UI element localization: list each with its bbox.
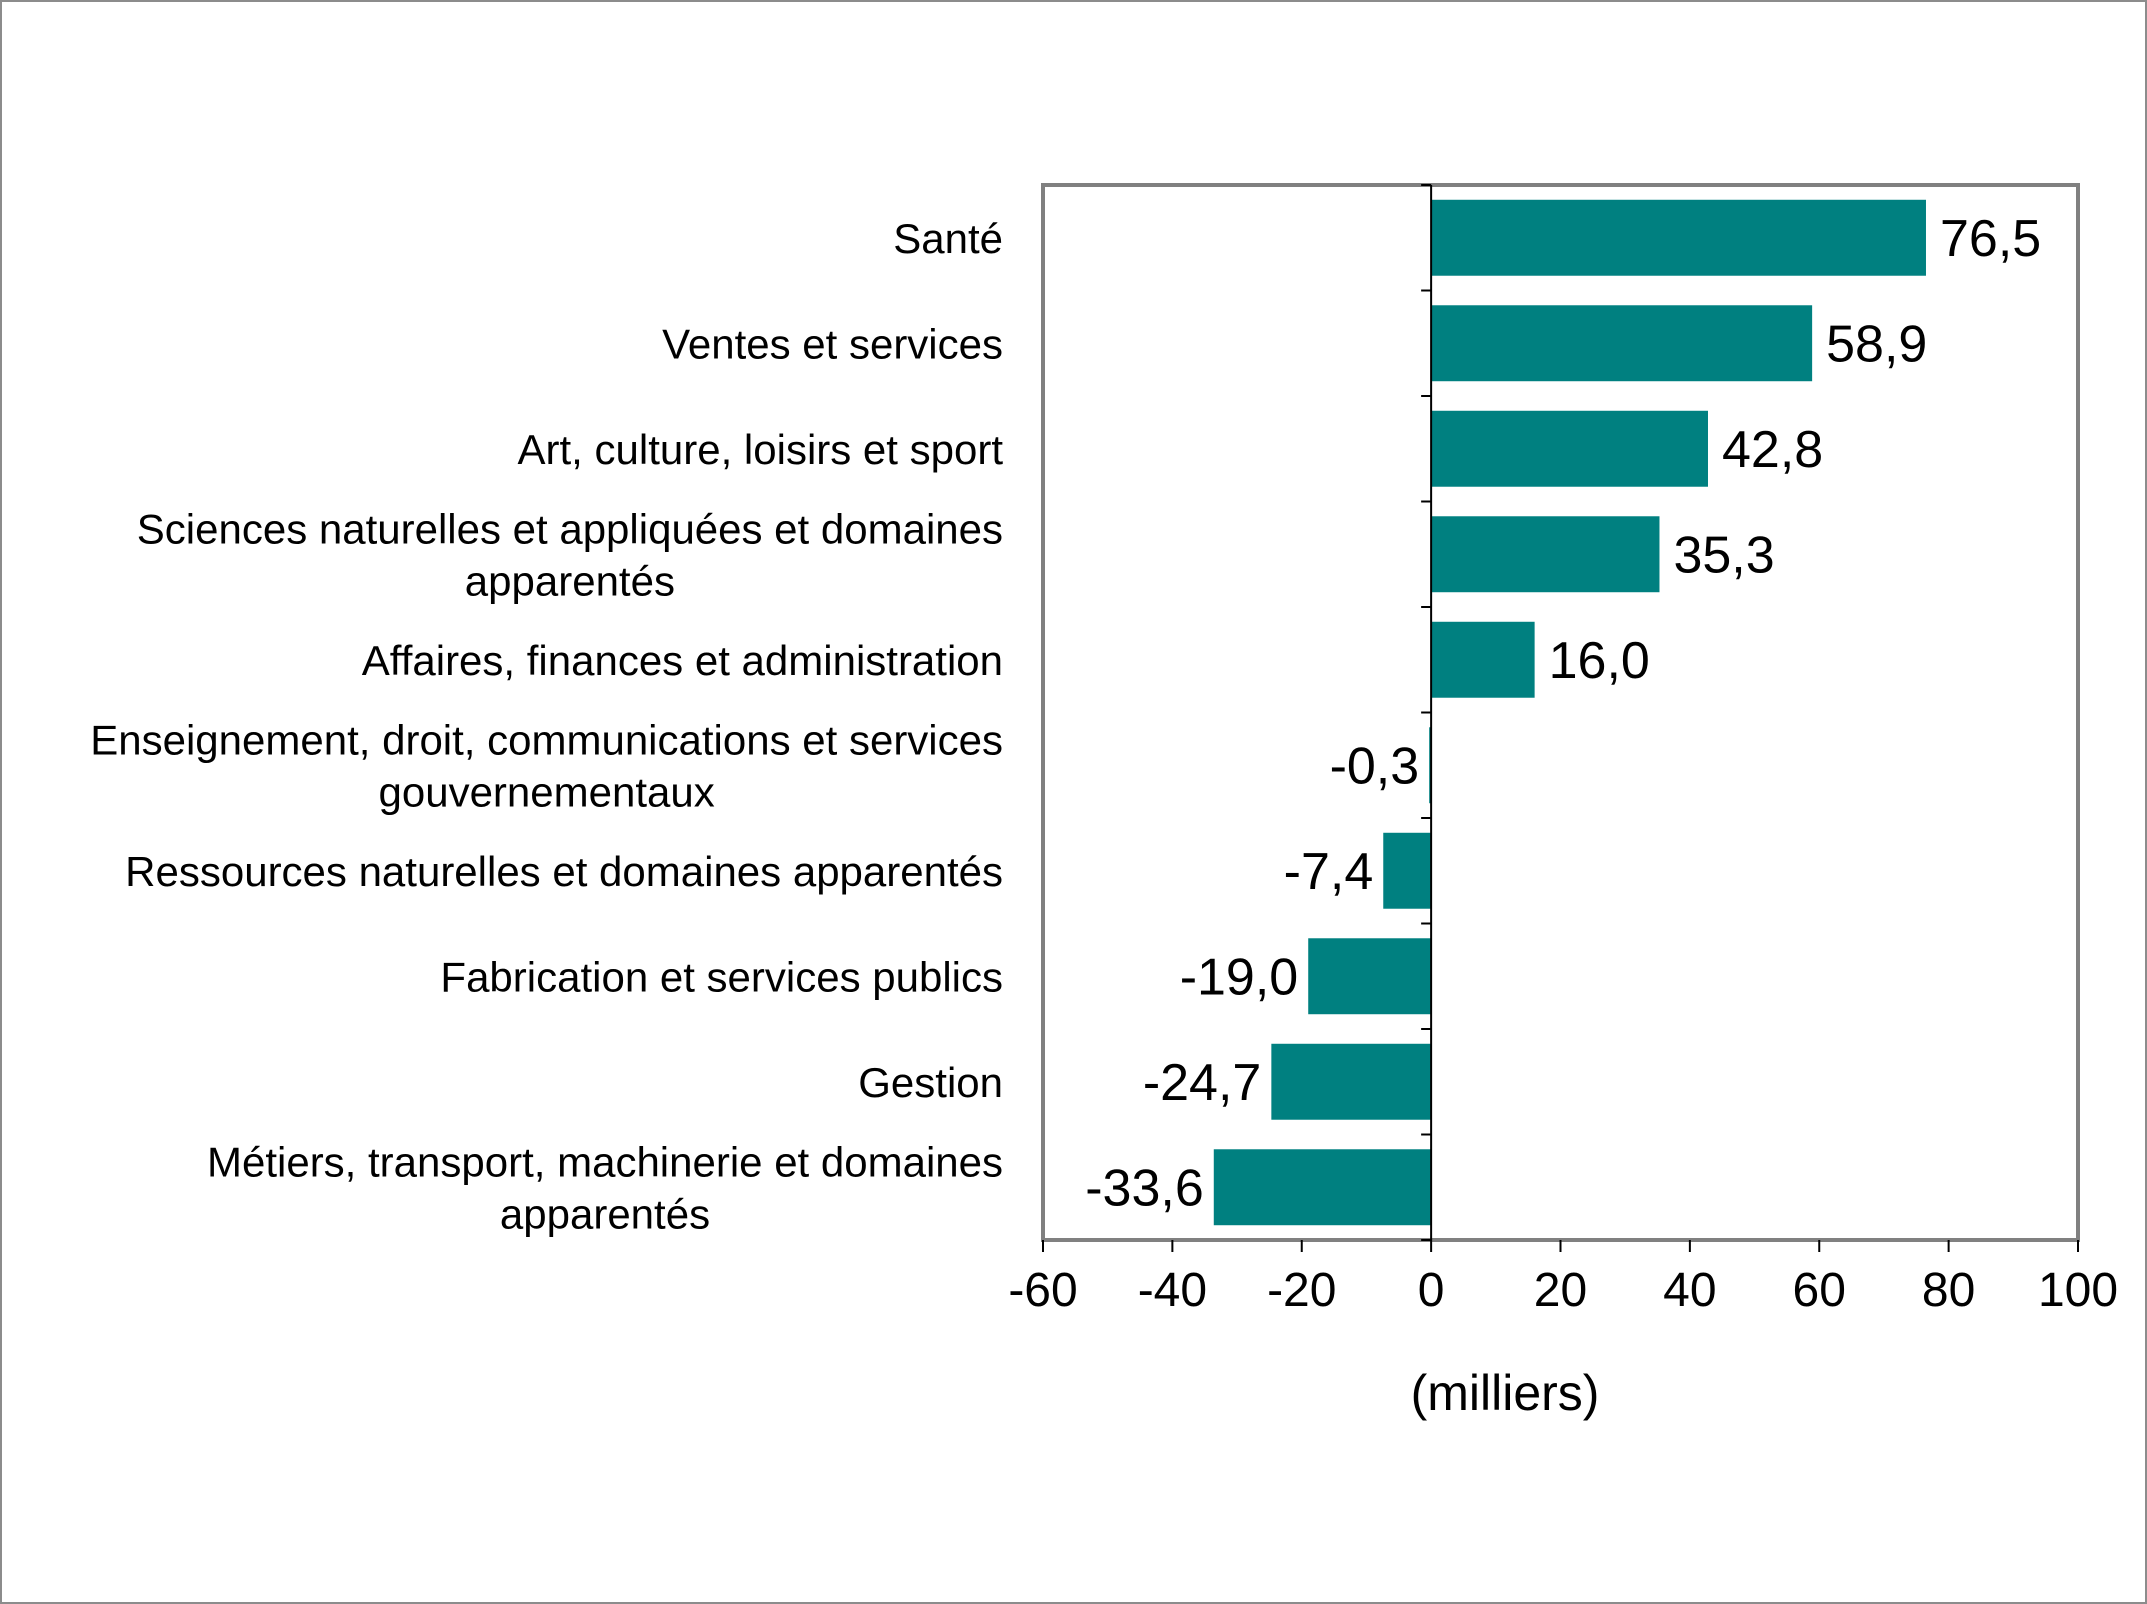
category-label: Fabrication et services publics [440,953,1003,1000]
x-tick-label: 80 [1922,1264,1975,1317]
bar [1431,305,1813,382]
value-label: -0,3 [1330,737,1420,795]
category-label: Gestion [858,1059,1003,1106]
category-label: Métiers, transport, machinerie et domain… [207,1138,1003,1237]
value-label: 58,9 [1826,315,1927,373]
value-label: -19,0 [1180,948,1299,1006]
bars-group [1213,199,1926,1226]
bar [1431,410,1708,487]
x-axis: -60 -40 -20 0 20 40 60 80 100 [1008,184,2118,1317]
value-label: -7,4 [1284,843,1374,901]
x-tick-label: 60 [1793,1264,1846,1317]
x-tick-label: 100 [2038,1264,2118,1317]
x-tick-label: -20 [1267,1264,1336,1317]
x-axis-title: (milliers) [1411,1365,1600,1421]
value-label: 42,8 [1722,421,1823,479]
x-tick-label: -60 [1008,1264,1077,1317]
category-label: Santé [893,215,1003,262]
bar [1308,938,1432,1015]
category-label: Sciences naturelles et appliquées et dom… [137,505,1003,604]
category-labels-group: Santé Ventes et services Art, culture, loi… [90,215,1003,1238]
x-tick-label: -40 [1138,1264,1207,1317]
category-label: Ventes et services [662,320,1003,367]
value-label: 76,5 [1940,210,2041,268]
x-tick-label: 0 [1418,1264,1445,1317]
category-label: Affaires, finances et administration [362,637,1003,684]
category-label: Enseignement, droit, communications et s… [90,716,1003,815]
x-tick-label: 20 [1534,1264,1587,1317]
category-label: Art, culture, loisirs et sport [518,426,1004,473]
bar [1431,199,1926,276]
x-tick-label: 40 [1663,1264,1716,1317]
bar [1213,1149,1432,1226]
value-label: -33,6 [1085,1159,1204,1217]
value-labels-group: 76,558,942,8 35,3 16,0 -0,3 -7,4 -19,0 -24,7 -3… [1085,210,2041,1218]
value-label: 16,0 [1549,632,1650,690]
bar [1431,516,1660,593]
bar [1431,621,1535,698]
category-label: Ressources naturelles et domaines appare… [125,848,1003,895]
bar [1271,1043,1432,1120]
value-label: 35,3 [1673,526,1774,584]
bar [1383,832,1432,909]
value-label: -24,7 [1143,1054,1262,1112]
